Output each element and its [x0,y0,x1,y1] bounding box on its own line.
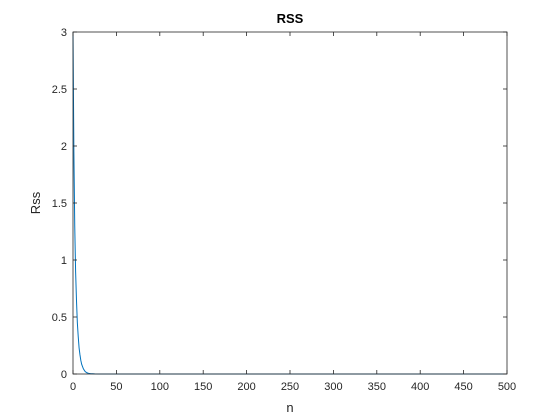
plot-area [73,32,507,374]
y-tick-label: 2.5 [52,84,67,96]
x-axis-label: n [286,400,293,415]
x-tick-label: 400 [411,381,429,393]
y-tick-label: 0.5 [52,312,67,324]
y-tick-label: 1 [61,255,67,267]
x-tick-label: 250 [281,381,299,393]
x-tick-label: 500 [498,381,516,393]
y-ticks: 0 0.5 1 1.5 2 2.5 3 [52,27,507,381]
chart-title: RSS [277,11,304,26]
x-tick-label: 300 [324,381,342,393]
y-tick-label: 3 [61,27,67,39]
x-tick-label: 350 [368,381,386,393]
y-axis-label: Rss [28,191,43,214]
x-tick-label: 50 [110,381,122,393]
x-tick-label: 200 [237,381,255,393]
y-tick-label: 1.5 [52,198,67,210]
x-ticks: 0 50 100 150 200 250 300 350 400 450 500 [70,32,516,393]
x-tick-label: 100 [151,381,169,393]
x-tick-label: 150 [194,381,212,393]
x-tick-label: 0 [70,381,76,393]
x-tick-label: 450 [454,381,472,393]
y-tick-label: 2 [61,141,67,153]
y-tick-label: 0 [61,369,67,381]
axes-box [72,31,508,375]
